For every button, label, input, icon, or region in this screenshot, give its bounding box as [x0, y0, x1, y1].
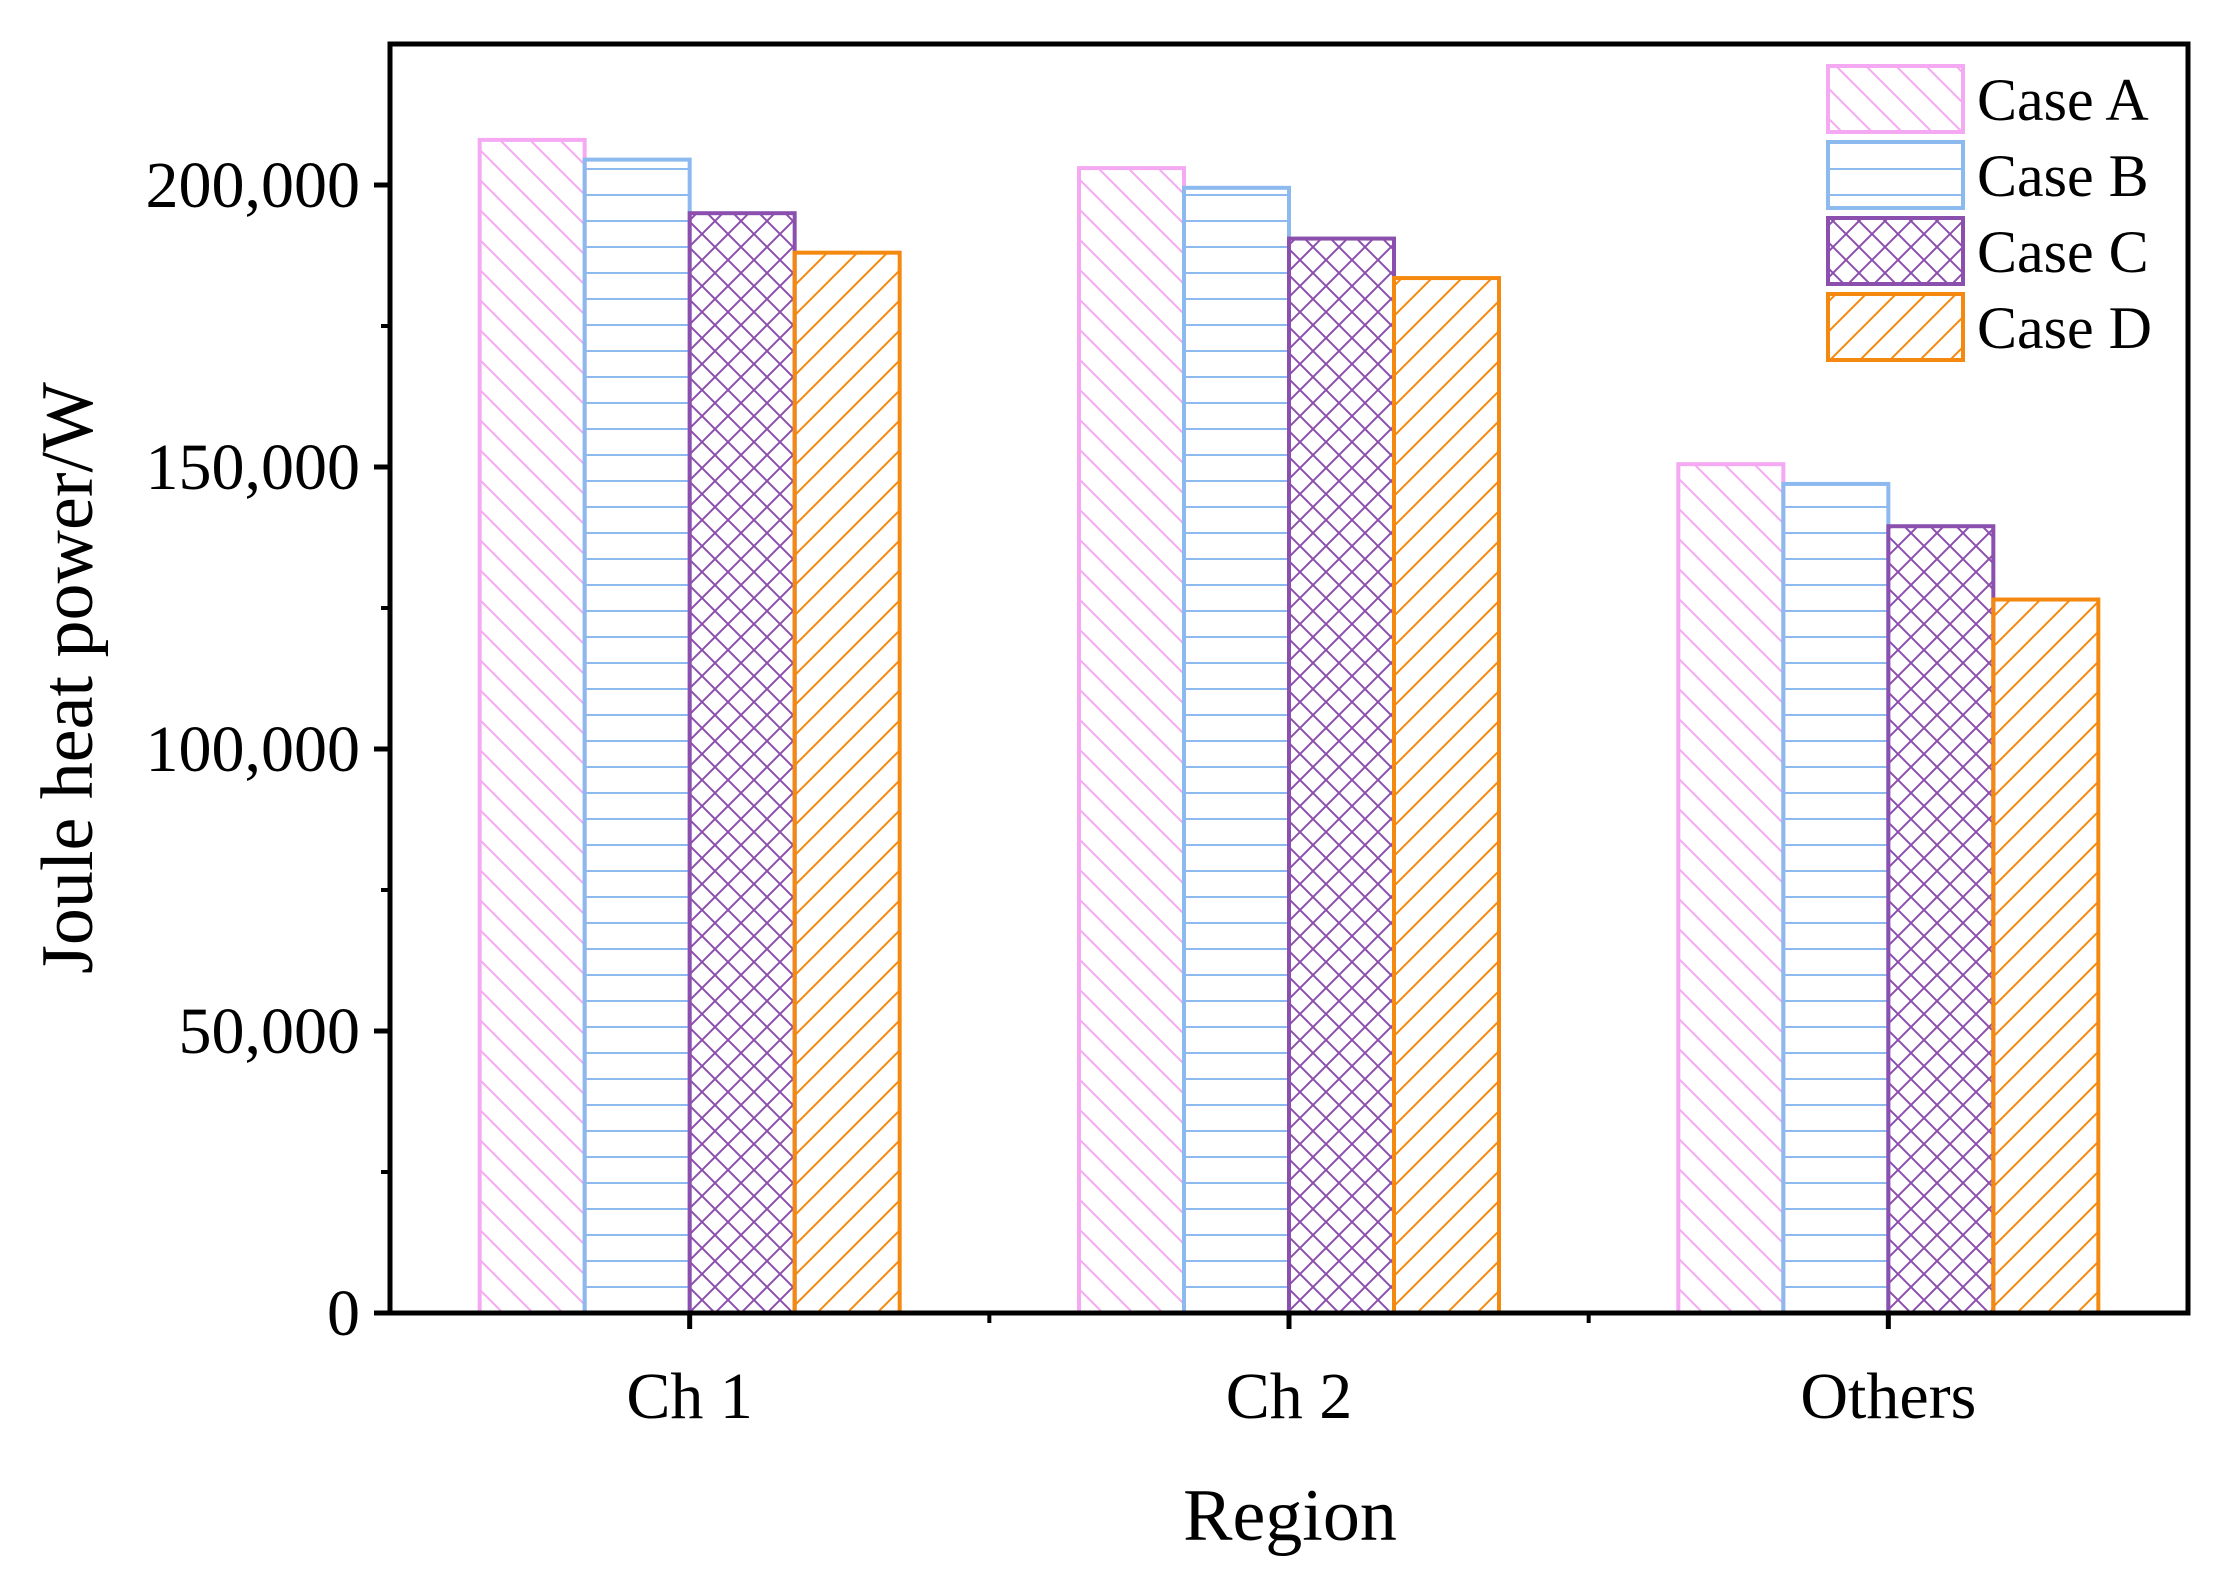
legend-item-case-c: Case C [1826, 216, 2149, 286]
legend-swatch [1826, 64, 1965, 134]
legend-item-case-b: Case B [1826, 140, 2149, 210]
bar-case-c-others [1886, 524, 1996, 1315]
x-axis-title: Region [1183, 1475, 1397, 1557]
y-tick-label: 200,000 [146, 149, 361, 222]
bar-case-b-ch-1 [582, 157, 692, 1315]
plot-frame [387, 41, 2191, 1316]
bar-case-c-ch-1 [687, 211, 797, 1316]
legend-item-case-d: Case D [1826, 292, 2152, 362]
legend: Case A Case B Case C Case D [1826, 64, 2152, 362]
bar-case-d-ch-1 [792, 250, 902, 1315]
x-tick-label: Others [1800, 1360, 1976, 1433]
legend-swatch [1826, 292, 1965, 362]
bar-case-d-others [1991, 597, 2101, 1315]
legend-swatch [1826, 140, 1965, 210]
legend-label: Case A [1977, 67, 2149, 133]
legend-label: Case B [1977, 143, 2149, 209]
x-tick-label: Ch 1 [626, 1360, 753, 1433]
legend-label: Case D [1977, 295, 2152, 361]
y-tick-label: 100,000 [146, 713, 361, 786]
y-tick-label: 50,000 [179, 995, 361, 1068]
bar-case-a-ch-2 [1077, 166, 1186, 1316]
y-tick-label: 0 [327, 1277, 360, 1350]
bar-case-b-ch-2 [1182, 185, 1291, 1316]
bar-case-d-ch-2 [1392, 276, 1501, 1315]
bars-layer [477, 137, 2101, 1316]
legend-item-case-a: Case A [1826, 64, 2149, 134]
x-tick-label: Ch 2 [1226, 1360, 1353, 1433]
y-axis-title: Joule heat power/W [27, 382, 109, 974]
bar-case-a-ch-1 [477, 137, 587, 1315]
bar-case-c-ch-2 [1287, 236, 1396, 1316]
legend-swatch [1826, 216, 1965, 286]
bar-case-a-others [1676, 462, 1786, 1315]
bar-case-b-others [1781, 481, 1891, 1316]
y-tick-label: 150,000 [146, 431, 361, 504]
legend-label: Case C [1977, 219, 2149, 285]
axes-layer: Ch 1 Ch 2 Others 0 50,000 100,000 150,000 200,0… [146, 41, 2191, 1433]
